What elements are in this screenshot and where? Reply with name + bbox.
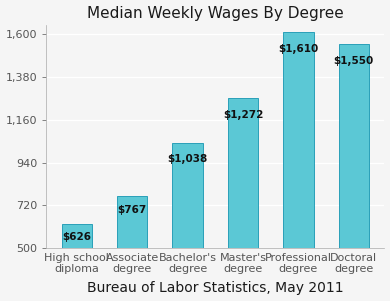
Text: $1,272: $1,272 xyxy=(223,110,263,119)
Bar xyxy=(283,32,314,301)
Bar xyxy=(228,98,258,301)
Text: $767: $767 xyxy=(118,205,147,215)
Text: $626: $626 xyxy=(62,232,91,242)
Bar xyxy=(117,196,147,301)
X-axis label: Bureau of Labor Statistics, May 2011: Bureau of Labor Statistics, May 2011 xyxy=(87,281,344,296)
Bar xyxy=(339,44,369,301)
Text: $1,610: $1,610 xyxy=(278,44,319,54)
Text: $1,550: $1,550 xyxy=(334,56,374,66)
Text: $1,038: $1,038 xyxy=(167,154,208,164)
Title: Median Weekly Wages By Degree: Median Weekly Wages By Degree xyxy=(87,5,344,20)
Bar xyxy=(62,224,92,301)
Bar xyxy=(172,144,203,301)
